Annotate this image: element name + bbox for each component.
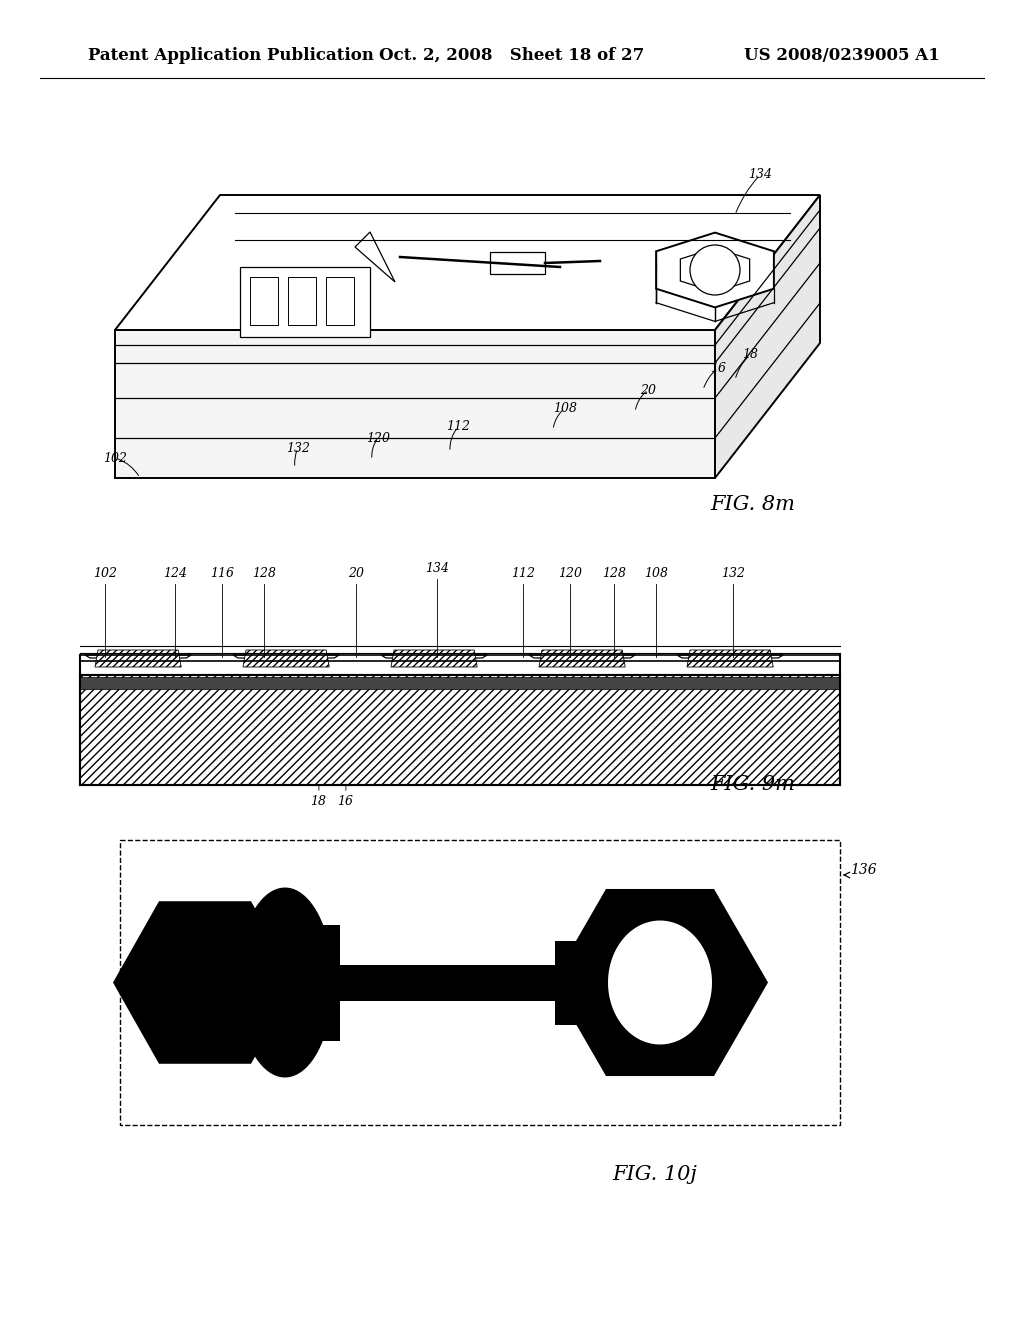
Text: 120: 120 xyxy=(558,568,582,579)
Polygon shape xyxy=(687,649,773,667)
Polygon shape xyxy=(391,649,477,667)
Text: FIG. 9m: FIG. 9m xyxy=(710,776,795,795)
Text: 16: 16 xyxy=(710,362,726,375)
Polygon shape xyxy=(529,655,635,657)
Polygon shape xyxy=(95,649,181,667)
Text: 116: 116 xyxy=(210,568,234,579)
Text: 20: 20 xyxy=(348,568,364,579)
Text: 132: 132 xyxy=(721,568,745,579)
Polygon shape xyxy=(115,195,820,330)
Text: 124: 124 xyxy=(163,568,187,579)
Bar xyxy=(80,655,840,673)
Polygon shape xyxy=(552,888,768,1076)
Bar xyxy=(80,677,840,689)
Text: 134: 134 xyxy=(425,562,449,576)
Text: 132: 132 xyxy=(286,441,310,454)
Text: 112: 112 xyxy=(511,568,535,579)
Text: FIG. 10j: FIG. 10j xyxy=(612,1166,697,1184)
Bar xyxy=(80,675,840,785)
Bar xyxy=(288,277,316,325)
Text: 108: 108 xyxy=(644,568,668,579)
Text: 16: 16 xyxy=(337,795,353,808)
Bar xyxy=(490,252,545,275)
Polygon shape xyxy=(381,655,487,657)
Polygon shape xyxy=(243,649,329,667)
Text: 18: 18 xyxy=(310,795,326,808)
Polygon shape xyxy=(237,887,333,1077)
Text: 136: 136 xyxy=(850,863,877,876)
Polygon shape xyxy=(677,655,783,657)
Polygon shape xyxy=(656,232,774,308)
Polygon shape xyxy=(85,655,191,657)
Polygon shape xyxy=(539,649,626,667)
Text: 128: 128 xyxy=(602,568,626,579)
Text: US 2008/0239005 A1: US 2008/0239005 A1 xyxy=(744,46,940,63)
Polygon shape xyxy=(355,232,395,282)
Bar xyxy=(250,277,278,325)
Polygon shape xyxy=(113,902,297,1064)
Text: 112: 112 xyxy=(446,421,470,433)
Polygon shape xyxy=(240,267,370,337)
Polygon shape xyxy=(608,920,712,1044)
Text: 102: 102 xyxy=(93,568,117,579)
Bar xyxy=(270,924,340,1040)
Circle shape xyxy=(690,246,740,294)
Text: 102: 102 xyxy=(103,451,127,465)
Polygon shape xyxy=(233,655,339,657)
Text: Oct. 2, 2008   Sheet 18 of 27: Oct. 2, 2008 Sheet 18 of 27 xyxy=(379,46,645,63)
Text: Patent Application Publication: Patent Application Publication xyxy=(88,46,374,63)
Text: 134: 134 xyxy=(748,169,772,181)
Text: 120: 120 xyxy=(366,432,390,445)
Polygon shape xyxy=(115,330,715,478)
Text: 108: 108 xyxy=(553,401,577,414)
Bar xyxy=(555,940,610,1024)
Bar xyxy=(120,840,840,1125)
Text: FIG. 8m: FIG. 8m xyxy=(710,495,795,513)
Bar xyxy=(340,965,560,1001)
Bar xyxy=(326,277,354,325)
Text: 18: 18 xyxy=(742,348,758,362)
Polygon shape xyxy=(680,248,750,292)
Polygon shape xyxy=(715,195,820,478)
Text: 20: 20 xyxy=(640,384,656,396)
Text: 128: 128 xyxy=(252,568,276,579)
